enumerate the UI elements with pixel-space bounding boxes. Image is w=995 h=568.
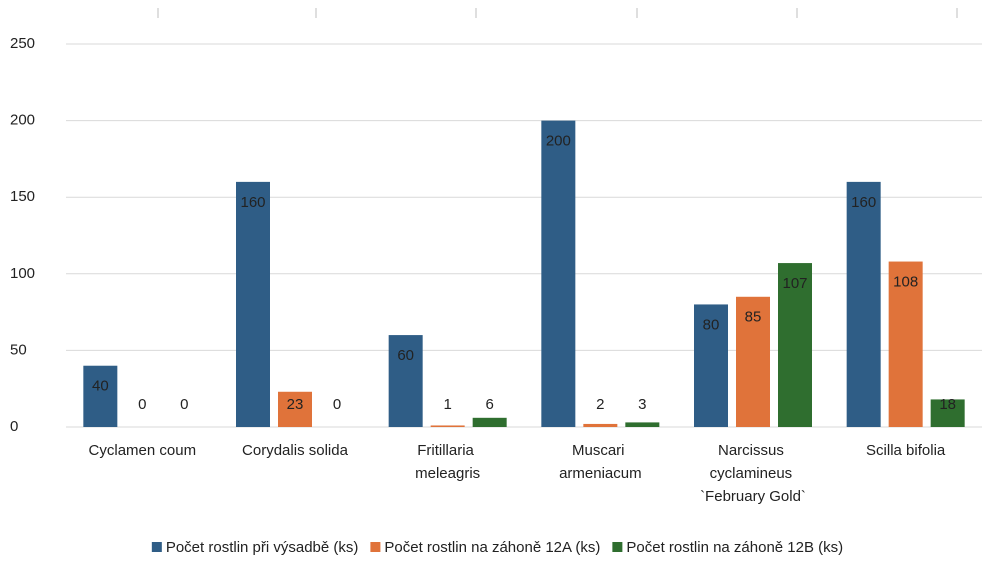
bar	[625, 422, 660, 427]
legend: Počet rostlin při výsadbě (ks) Počet rost…	[151, 539, 843, 556]
bar	[541, 120, 576, 427]
bar	[930, 399, 965, 427]
y-tick-label: 250	[10, 35, 35, 52]
x-tick-label: Narcissus cyclamineus `February Gold`	[700, 442, 806, 505]
y-tick-label: 200	[10, 112, 35, 129]
legend-swatch	[151, 542, 162, 552]
data-label: 80	[703, 316, 720, 333]
bar	[278, 391, 312, 427]
bar	[694, 304, 728, 427]
bar	[778, 263, 812, 427]
top-axis-ticks	[157, 8, 958, 18]
bar	[583, 423, 618, 427]
x-tick-label: Cyclamen coum	[89, 442, 197, 459]
bar	[83, 365, 118, 427]
data-label: 1	[443, 396, 451, 413]
data-label: 200	[546, 133, 571, 150]
y-tick-label: 50	[10, 341, 27, 358]
data-label: 18	[939, 396, 956, 413]
x-tick-label: Fritillaria meleagris	[415, 442, 480, 482]
legend-swatch	[370, 542, 381, 552]
x-tick-label: Scilla bifolia	[866, 442, 946, 459]
y-tick-label: 150	[10, 188, 35, 205]
data-label: 160	[851, 194, 876, 211]
data-label: 107	[782, 275, 807, 292]
bar	[888, 261, 923, 427]
data-label: 0	[138, 396, 146, 413]
bar	[236, 181, 270, 427]
data-label: 40	[92, 378, 109, 395]
bar	[736, 296, 770, 427]
legend-label: Počet rostlin na záhoně 12B (ks)	[626, 539, 843, 556]
legend-swatch	[612, 542, 623, 552]
data-label: 0	[333, 396, 341, 413]
x-tick-label: Corydalis solida	[242, 442, 349, 459]
y-tick-label: 0	[10, 418, 18, 435]
y-tick-label: 100	[10, 265, 35, 282]
data-label: 108	[893, 274, 918, 291]
bar	[846, 181, 881, 427]
bar	[430, 425, 465, 427]
data-label: 3	[638, 396, 646, 413]
data-label: 60	[397, 347, 414, 364]
data-label: 23	[287, 396, 304, 413]
legend-label: Počet rostlin při výsadbě (ks)	[166, 539, 359, 556]
legend-label: Počet rostlin na záhoně 12A (ks)	[384, 539, 600, 556]
x-tick-label: Muscari armeniacum	[559, 442, 642, 482]
data-label: 0	[180, 396, 188, 413]
bar	[472, 417, 507, 427]
data-label: 6	[485, 396, 493, 413]
data-label: 85	[745, 309, 762, 326]
data-label: 160	[240, 194, 265, 211]
data-label: 2	[596, 396, 604, 413]
bar	[388, 335, 423, 427]
